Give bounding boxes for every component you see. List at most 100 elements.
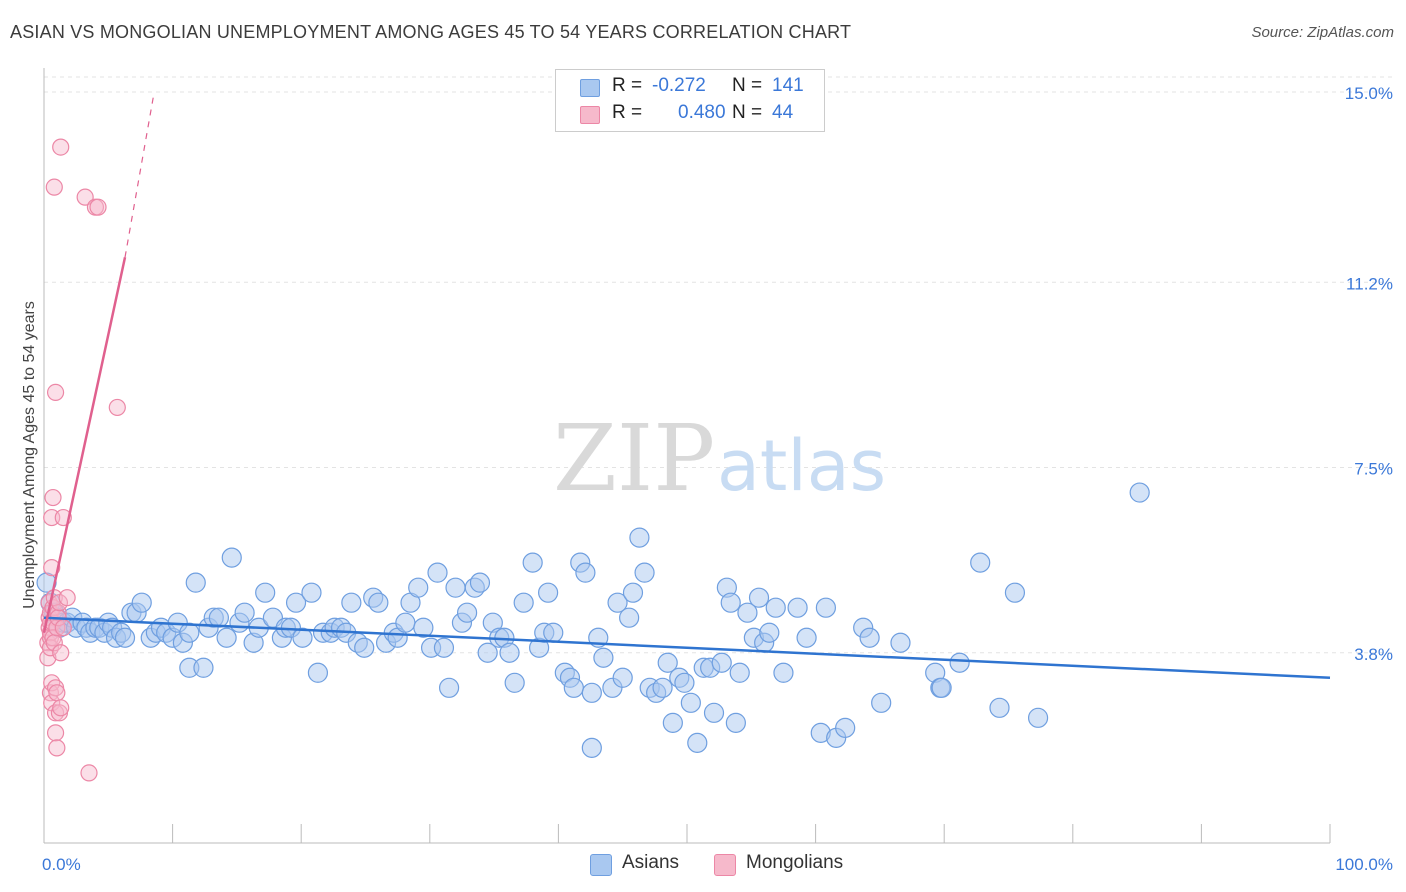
asian-point [433, 637, 455, 658]
asians-n-value: 141 [772, 75, 804, 96]
asian-point [931, 677, 952, 698]
asian-point [662, 712, 683, 733]
watermark-zip: ZIP [553, 405, 715, 512]
mongolians-swatch [580, 106, 600, 124]
mongolians-n-label: N = [732, 102, 763, 123]
asians-n-label: N = [732, 75, 763, 96]
asian-point [629, 527, 650, 548]
mongolians-trend-line [42, 256, 127, 633]
watermark: ZIP atlas [553, 405, 886, 512]
mongolian-point [52, 699, 70, 717]
y-tick-label: 11.2% [1346, 274, 1393, 293]
asian-point [949, 652, 970, 673]
mongolian-point [43, 559, 61, 577]
asian-point [307, 662, 329, 683]
asian-point [456, 602, 478, 623]
watermark-atlas: atlas [717, 425, 886, 507]
mongolian-point [46, 724, 65, 742]
asian-point [234, 602, 255, 623]
asian-point [748, 587, 770, 608]
asian-point [513, 592, 534, 613]
mongolians-trend-extension [124, 96, 154, 258]
asian-point [729, 662, 750, 683]
asian-point [607, 592, 628, 613]
asian-point [703, 702, 725, 723]
mongolians-n-value: 44 [772, 102, 794, 123]
asian-point [773, 662, 794, 683]
legend-asians-swatch [590, 854, 612, 876]
mongolian-point [48, 684, 66, 702]
mongolian-point [76, 188, 94, 206]
series-mongolians [39, 138, 126, 782]
chart-title: ASIAN VS MONGOLIAN UNEMPLOYMENT AMONG AG… [10, 22, 852, 42]
asian-point [438, 677, 460, 698]
asian-point [835, 717, 856, 738]
x-tick-label: 100.0% [1335, 855, 1393, 874]
mongolians-r-label: R = [612, 102, 643, 123]
asian-point [759, 622, 780, 643]
asian-point [871, 692, 892, 713]
asian-point [301, 582, 322, 603]
asian-point [208, 607, 229, 628]
axes [43, 68, 1331, 844]
asians-r-value: -0.272 [652, 75, 706, 96]
asian-point [720, 592, 741, 613]
asian-point [652, 677, 673, 698]
source-label: Source: ZipAtlas.com [1251, 24, 1394, 41]
asian-point [185, 572, 206, 593]
asian-point [413, 617, 434, 638]
asian-point [445, 577, 466, 598]
stats-box: R = -0.272 N = 141 R = 0.480 N = 44 [555, 69, 825, 132]
asian-point [622, 582, 644, 603]
asian-point [216, 627, 237, 648]
asian-point [737, 602, 758, 623]
mongolian-point [108, 398, 126, 417]
asian-point [368, 592, 389, 613]
asians-r-label: R = [612, 75, 643, 96]
mongolian-point [46, 704, 65, 722]
asian-point [1129, 482, 1150, 503]
asian-point [619, 607, 640, 628]
asian-point [725, 712, 746, 733]
asian-point [593, 647, 614, 668]
asians-trend-line [43, 616, 1331, 680]
asian-point [427, 562, 448, 583]
asian-point [538, 582, 559, 603]
x-tick-label: 0.0% [42, 855, 81, 874]
asian-point [285, 592, 307, 613]
asian-point [543, 622, 564, 643]
trend-lines [42, 96, 1331, 680]
asian-point [193, 657, 214, 678]
asian-point [469, 572, 491, 593]
legend-mongolians-swatch [714, 854, 736, 876]
y-tick-label: 3.8% [1354, 645, 1393, 664]
asian-point [354, 637, 375, 658]
mongolian-point [80, 764, 98, 782]
mongolian-point [46, 383, 65, 402]
asian-point [796, 627, 817, 648]
asian-point [221, 547, 242, 568]
asian-point [890, 632, 911, 653]
asian-point [477, 642, 498, 663]
asian-point [499, 642, 520, 663]
mongolian-point [44, 488, 62, 507]
asian-point [292, 627, 313, 648]
asian-point [787, 597, 808, 618]
asian-point [581, 682, 602, 703]
mongolian-point [54, 619, 72, 637]
gridlines [44, 76, 1392, 654]
mongolian-point [45, 178, 63, 196]
asian-point [179, 622, 200, 643]
asian-point [612, 667, 633, 688]
asian-point [657, 652, 678, 673]
asian-point [131, 592, 152, 613]
asian-point [395, 612, 416, 633]
mongolian-point [58, 589, 76, 607]
asian-point [563, 677, 584, 698]
asian-point [687, 732, 708, 753]
asian-point [114, 627, 136, 648]
asian-point [504, 672, 525, 693]
y-tick-label: 7.5% [1354, 460, 1393, 479]
asian-point [255, 582, 276, 603]
